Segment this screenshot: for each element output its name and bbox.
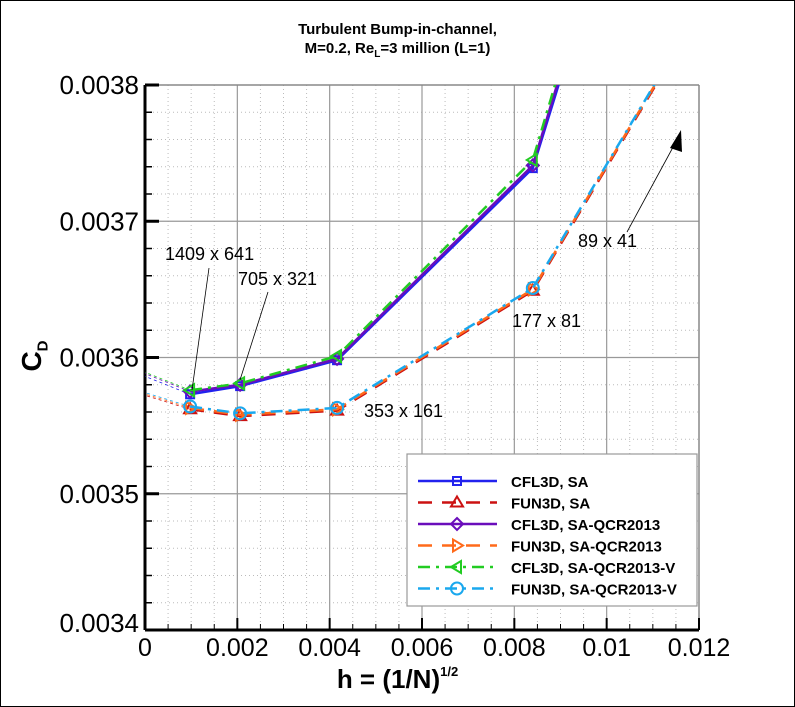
y-tick-label: 0.0034 [59,608,139,638]
y-tick-label: 0.0037 [59,206,139,236]
legend-label: CFL3D, SA [511,474,589,491]
legend-label: CFL3D, SA-QCR2013-V [511,560,675,577]
arrow-head-icon [670,130,682,152]
x-tick-label: 0.006 [391,634,454,662]
legend-label: CFL3D, SA-QCR2013 [511,517,660,534]
x-axis-label: h = (1/N)1/2 [336,664,459,694]
legend-item: CFL3D, SA-QCR2013-V [418,559,675,577]
x-tick-label: 0.012 [668,634,731,662]
grid [145,84,700,630]
annotation-label: 177 x 81 [512,311,581,331]
legend-item: CFL3D, SA [418,474,589,491]
series-0 [185,85,560,400]
x-tick-label: 0.002 [206,634,269,662]
series-2 [182,85,559,399]
series-4 [182,85,557,398]
extrapolation-lines [145,371,191,410]
x-tick-label: 0.008 [483,634,546,662]
legend-item: FUN3D, SA-QCR2013 [418,537,662,556]
annotation-label: 705 x 321 [238,269,317,289]
legend-item: CFL3D, SA-QCR2013 [418,516,660,534]
y-tick-label: 0.0035 [59,479,139,509]
annotation-label: 353 x 161 [364,401,443,421]
legend-item: FUN3D, SA [418,494,590,513]
legend-label: FUN3D, SA-QCR2013 [511,539,662,556]
y-tick-label: 0.0038 [59,70,139,100]
legend-item: FUN3D, SA-QCR2013-V [418,581,677,599]
series-5 [183,85,656,421]
x-tick-label: 0.01 [582,634,631,662]
annotation-label: 89 x 41 [578,231,637,251]
legend-label: FUN3D, SA-QCR2013-V [511,582,677,599]
annotation-label: 1409 x 641 [165,244,254,264]
legend: CFL3D, SA FUN3D, SA CFL3D, SA-QCR2013 FUN3D… [406,453,698,607]
legend-label: FUN3D, SA [511,496,590,513]
series-group [182,85,658,423]
x-tick-label: 0.004 [298,634,361,662]
x-tick-label: 0 [138,634,152,662]
grid-size-annotations: 1409 x 641 705 x 321 353 x 161 177 x 81 89 x… [165,130,682,421]
chart-title: Turbulent Bump-in-channel, [298,21,497,38]
y-tick-label: 0.0036 [59,343,139,373]
chart-subtitle: M=0.2, ReL=3 million (L=1) [304,40,491,60]
y-axis-label: CD [16,340,52,372]
axes: 0.0034 0.0035 0.0036 0.0037 0.0038 0 0.002 0.00… [59,70,730,662]
